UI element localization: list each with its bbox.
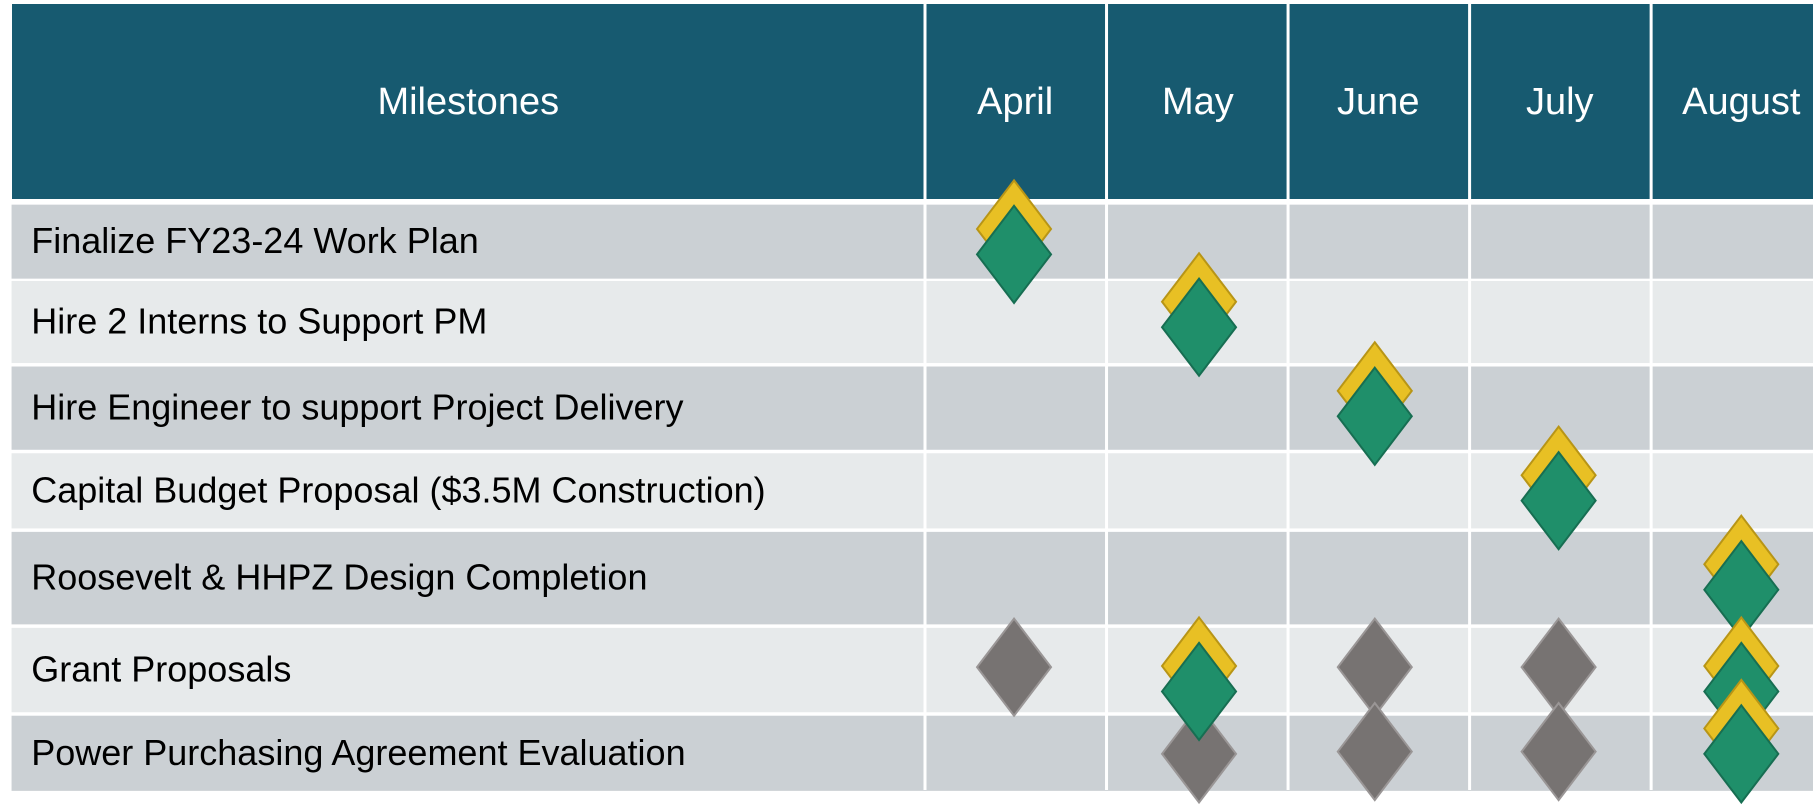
complete-marker: [975, 204, 1053, 305]
complete-marker: [1160, 641, 1238, 742]
milestone-label: Capital Budget Proposal ($3.5M Construct…: [31, 469, 765, 510]
milestone-label: Roosevelt & HHPZ Design Completion: [31, 557, 647, 598]
pending-marker: [1520, 701, 1597, 802]
month-header: July: [1526, 81, 1594, 123]
header-title: Milestones: [377, 81, 559, 123]
row-band: [11, 280, 1813, 364]
row-band: [11, 366, 1813, 450]
milestone-label: Grant Proposals: [31, 649, 291, 690]
row-band: [11, 453, 1813, 529]
complete-marker: [1703, 703, 1780, 805]
month-header: April: [977, 81, 1053, 123]
milestone-label: Hire Engineer to support Project Deliver…: [31, 387, 683, 428]
complete-marker: [1520, 450, 1597, 551]
header-bar: [12, 4, 1813, 199]
month-header: June: [1337, 81, 1419, 123]
pending-marker: [1336, 701, 1414, 802]
complete-marker: [1160, 277, 1238, 378]
row-band: [11, 531, 1813, 625]
complete-marker: [1336, 366, 1414, 467]
row-band: [11, 715, 1813, 791]
milestone-label: Finalize FY23-24 Work Plan: [31, 220, 479, 261]
milestone-label: Power Purchasing Agreement Evaluation: [31, 732, 685, 773]
row-band: [11, 627, 1813, 713]
pending-marker: [1160, 703, 1238, 805]
milestone-label: Hire 2 Interns to Support PM: [31, 301, 487, 342]
month-header: May: [1162, 81, 1234, 123]
row-band: [11, 204, 1813, 279]
pending-marker: [975, 616, 1053, 718]
month-header: August: [1682, 81, 1801, 123]
